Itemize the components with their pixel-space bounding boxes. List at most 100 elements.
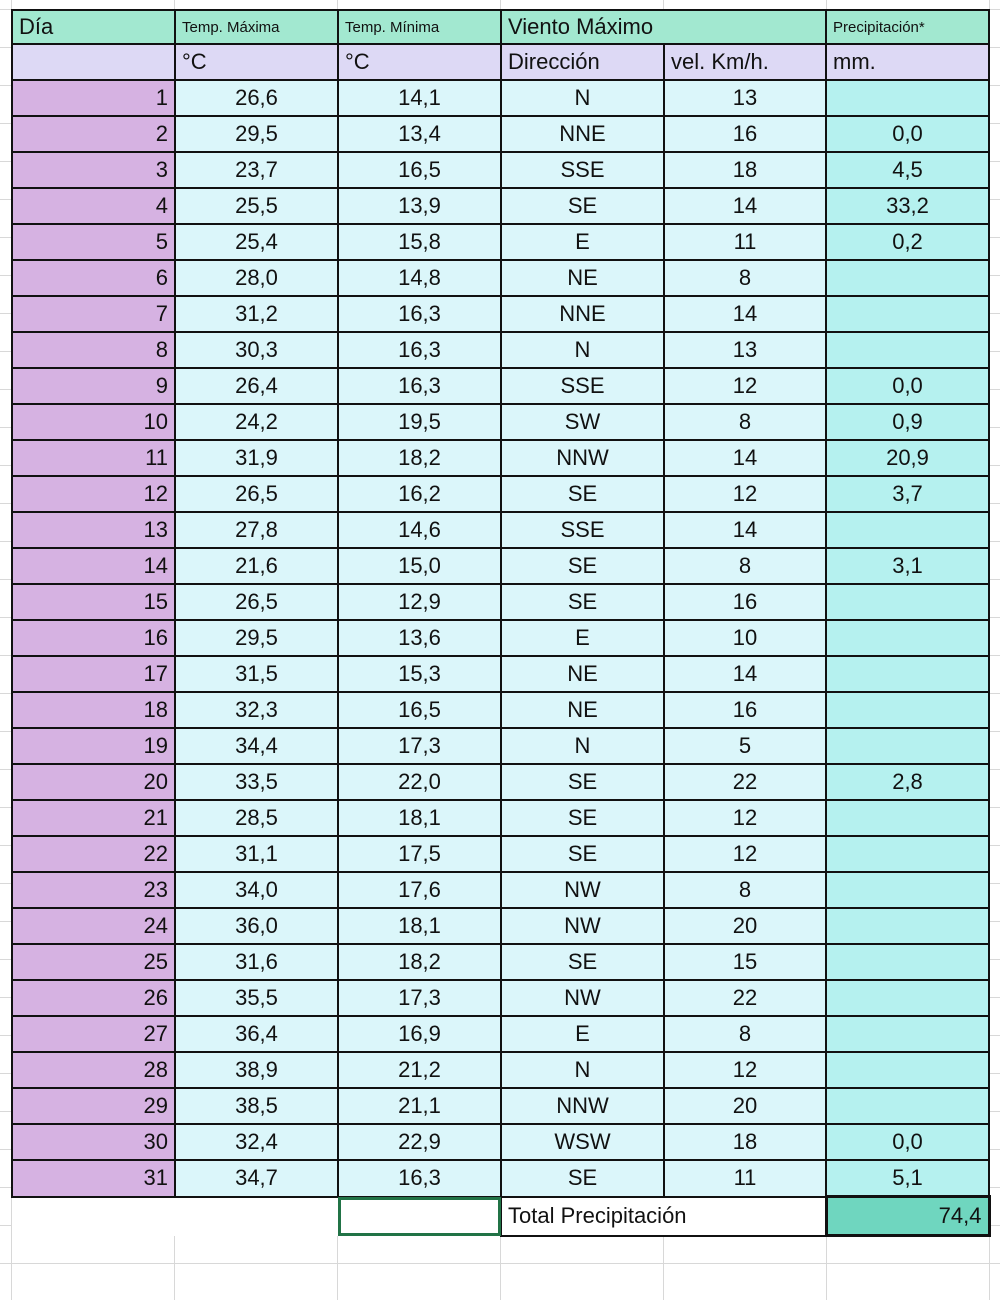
cell-temp-min[interactable]: 14,1 xyxy=(337,79,502,117)
cell-temp-max[interactable]: 31,6 xyxy=(174,943,339,981)
cell-direccion[interactable]: SSE xyxy=(500,151,665,189)
cell-temp-max[interactable]: 36,4 xyxy=(174,1015,339,1053)
cell-temp-max[interactable]: 31,5 xyxy=(174,655,339,693)
cell-velocidad[interactable]: 22 xyxy=(663,763,827,801)
cell-dia[interactable]: 12 xyxy=(11,475,176,513)
cell-temp-max[interactable]: 25,4 xyxy=(174,223,339,261)
cell-dia[interactable]: 6 xyxy=(11,259,176,297)
cell-temp-min[interactable]: 18,2 xyxy=(337,943,502,981)
cell-direccion[interactable]: NNE xyxy=(500,115,665,153)
cell-temp-min[interactable]: 13,6 xyxy=(337,619,502,657)
cell-temp-max[interactable]: 34,4 xyxy=(174,727,339,765)
cell-dia[interactable]: 9 xyxy=(11,367,176,405)
cell-direccion[interactable]: SE xyxy=(500,187,665,225)
cell-temp-max[interactable]: 29,5 xyxy=(174,115,339,153)
cell-direccion[interactable]: N xyxy=(500,331,665,369)
cell-velocidad[interactable]: 16 xyxy=(663,691,827,729)
cell-temp-max[interactable]: 28,0 xyxy=(174,259,339,297)
cell-precip[interactable]: 3,1 xyxy=(825,547,990,585)
cell-temp-min[interactable]: 17,5 xyxy=(337,835,502,873)
cell-velocidad[interactable]: 20 xyxy=(663,907,827,945)
cell-velocidad[interactable]: 11 xyxy=(663,223,827,261)
units-temp-min[interactable]: °C xyxy=(337,43,502,81)
header-temp-max[interactable]: Temp. Máxima xyxy=(174,9,339,45)
cell-direccion[interactable]: E xyxy=(500,619,665,657)
cell-temp-min[interactable]: 16,9 xyxy=(337,1015,502,1053)
cell-precip[interactable] xyxy=(825,907,990,945)
cell-direccion[interactable]: NE xyxy=(500,259,665,297)
cell-temp-min[interactable]: 17,3 xyxy=(337,727,502,765)
cell-temp-min[interactable]: 22,9 xyxy=(337,1123,502,1161)
cell-temp-max[interactable]: 35,5 xyxy=(174,979,339,1017)
cell-temp-max[interactable]: 23,7 xyxy=(174,151,339,189)
cell-velocidad[interactable]: 13 xyxy=(663,331,827,369)
cell-velocidad[interactable]: 10 xyxy=(663,619,827,657)
cell-temp-min[interactable]: 13,4 xyxy=(337,115,502,153)
cell-direccion[interactable]: N xyxy=(500,727,665,765)
cell-temp-max[interactable]: 26,5 xyxy=(174,475,339,513)
cell-temp-max[interactable]: 26,5 xyxy=(174,583,339,621)
cell-velocidad[interactable]: 8 xyxy=(663,259,827,297)
cell-velocidad[interactable]: 11 xyxy=(663,1159,827,1198)
cell-dia[interactable]: 7 xyxy=(11,295,176,333)
cell-velocidad[interactable]: 22 xyxy=(663,979,827,1017)
cell-temp-min[interactable]: 16,5 xyxy=(337,691,502,729)
cell-velocidad[interactable]: 5 xyxy=(663,727,827,765)
cell-dia[interactable]: 20 xyxy=(11,763,176,801)
cell-temp-min[interactable]: 15,3 xyxy=(337,655,502,693)
cell-temp-min[interactable]: 18,2 xyxy=(337,439,502,477)
cell-velocidad[interactable]: 16 xyxy=(663,115,827,153)
cell-dia[interactable]: 25 xyxy=(11,943,176,981)
cell-temp-max[interactable]: 29,5 xyxy=(174,619,339,657)
cell-velocidad[interactable]: 18 xyxy=(663,151,827,189)
cell-direccion[interactable]: N xyxy=(500,79,665,117)
cell-precip[interactable] xyxy=(825,259,990,297)
cell-temp-max[interactable]: 33,5 xyxy=(174,763,339,801)
cell-precip[interactable] xyxy=(825,727,990,765)
cell-direccion[interactable]: SE xyxy=(500,799,665,837)
cell-precip[interactable]: 0,0 xyxy=(825,115,990,153)
cell-direccion[interactable]: E xyxy=(500,223,665,261)
units-empty[interactable] xyxy=(11,43,176,81)
empty-cell[interactable] xyxy=(175,1196,338,1236)
cell-velocidad[interactable]: 8 xyxy=(663,547,827,585)
cell-dia[interactable]: 24 xyxy=(11,907,176,945)
cell-velocidad[interactable]: 15 xyxy=(663,943,827,981)
cell-direccion[interactable]: E xyxy=(500,1015,665,1053)
cell-direccion[interactable]: NW xyxy=(500,979,665,1017)
cell-temp-max[interactable]: 38,5 xyxy=(174,1087,339,1125)
cell-temp-max[interactable]: 26,6 xyxy=(174,79,339,117)
cell-direccion[interactable]: NE xyxy=(500,655,665,693)
cell-precip[interactable] xyxy=(825,943,990,981)
units-direccion[interactable]: Dirección xyxy=(500,43,665,81)
cell-precip[interactable]: 0,0 xyxy=(825,367,990,405)
cell-precip[interactable]: 2,8 xyxy=(825,763,990,801)
units-precip[interactable]: mm. xyxy=(825,43,990,81)
cell-precip[interactable] xyxy=(825,1051,990,1089)
cell-direccion[interactable]: NE xyxy=(500,691,665,729)
cell-velocidad[interactable]: 14 xyxy=(663,511,827,549)
cell-direccion[interactable]: NW xyxy=(500,907,665,945)
cell-dia[interactable]: 2 xyxy=(11,115,176,153)
cell-temp-min[interactable]: 22,0 xyxy=(337,763,502,801)
cell-velocidad[interactable]: 16 xyxy=(663,583,827,621)
cell-temp-max[interactable]: 32,4 xyxy=(174,1123,339,1161)
cell-dia[interactable]: 18 xyxy=(11,691,176,729)
cell-precip[interactable]: 0,0 xyxy=(825,1123,990,1161)
cell-precip[interactable]: 20,9 xyxy=(825,439,990,477)
selected-cell[interactable] xyxy=(338,1196,501,1236)
cell-velocidad[interactable]: 8 xyxy=(663,403,827,441)
cell-temp-min[interactable]: 14,6 xyxy=(337,511,502,549)
cell-temp-max[interactable]: 31,9 xyxy=(174,439,339,477)
cell-precip[interactable] xyxy=(825,1015,990,1053)
header-precip[interactable]: Precipitación* xyxy=(825,9,990,45)
cell-precip[interactable] xyxy=(825,835,990,873)
cell-temp-max[interactable]: 38,9 xyxy=(174,1051,339,1089)
cell-dia[interactable]: 16 xyxy=(11,619,176,657)
cell-dia[interactable]: 31 xyxy=(11,1159,176,1198)
cell-temp-min[interactable]: 15,0 xyxy=(337,547,502,585)
cell-temp-max[interactable]: 26,4 xyxy=(174,367,339,405)
header-viento[interactable]: Viento Máximo xyxy=(500,9,827,45)
cell-precip[interactable]: 3,7 xyxy=(825,475,990,513)
empty-cell[interactable] xyxy=(12,1196,175,1236)
